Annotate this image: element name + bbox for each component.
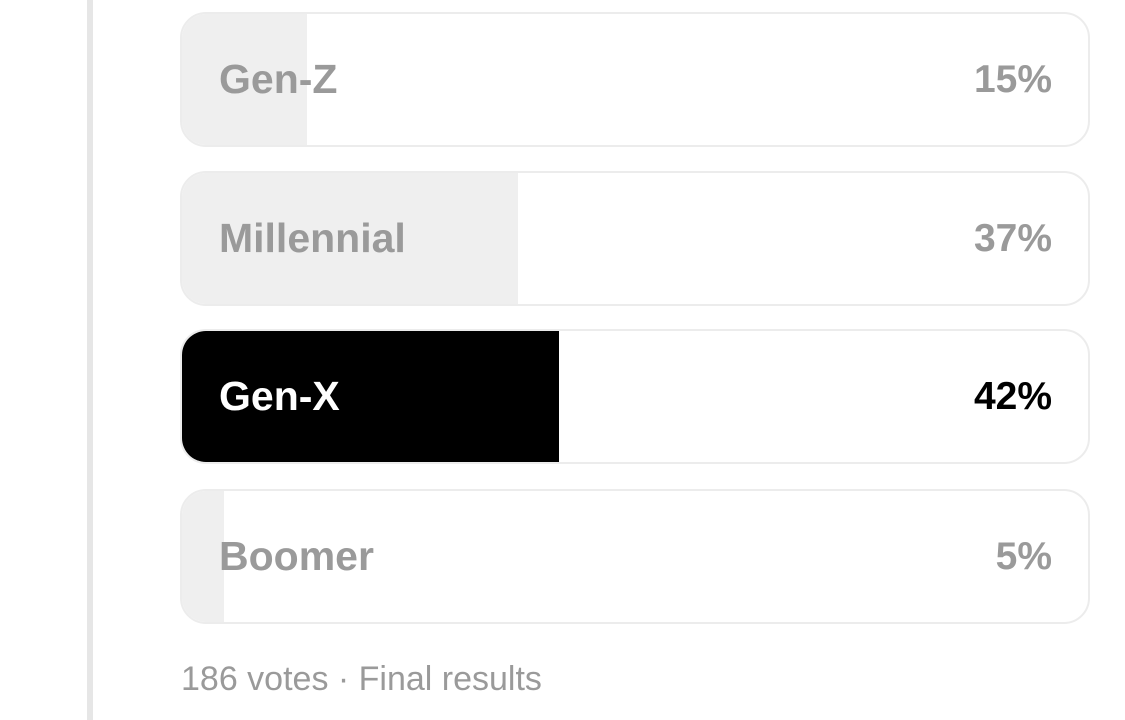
poll-option-gen-z[interactable]: Gen-Z 15% [180, 12, 1090, 147]
option-label: Millennial [219, 215, 406, 261]
option-percent: 15% [973, 58, 1052, 101]
poll-option-millennial[interactable]: Millennial 37% [180, 171, 1090, 306]
poll-option-gen-x[interactable]: Gen-X 42% [180, 329, 1090, 464]
result-bar [182, 491, 224, 622]
option-label: Gen-X [219, 373, 340, 419]
option-percent: 42% [973, 375, 1052, 418]
thread-line [87, 0, 93, 720]
result-bar [182, 173, 518, 304]
poll-footer: 186 votes · Final results [181, 660, 542, 698]
result-bar [182, 14, 308, 145]
option-percent: 37% [973, 217, 1052, 260]
option-label: Boomer [219, 533, 374, 579]
poll-option-boomer[interactable]: Boomer 5% [180, 489, 1090, 624]
option-label: Gen-Z [219, 56, 338, 102]
result-bar [182, 331, 560, 462]
option-percent: 5% [995, 535, 1052, 578]
